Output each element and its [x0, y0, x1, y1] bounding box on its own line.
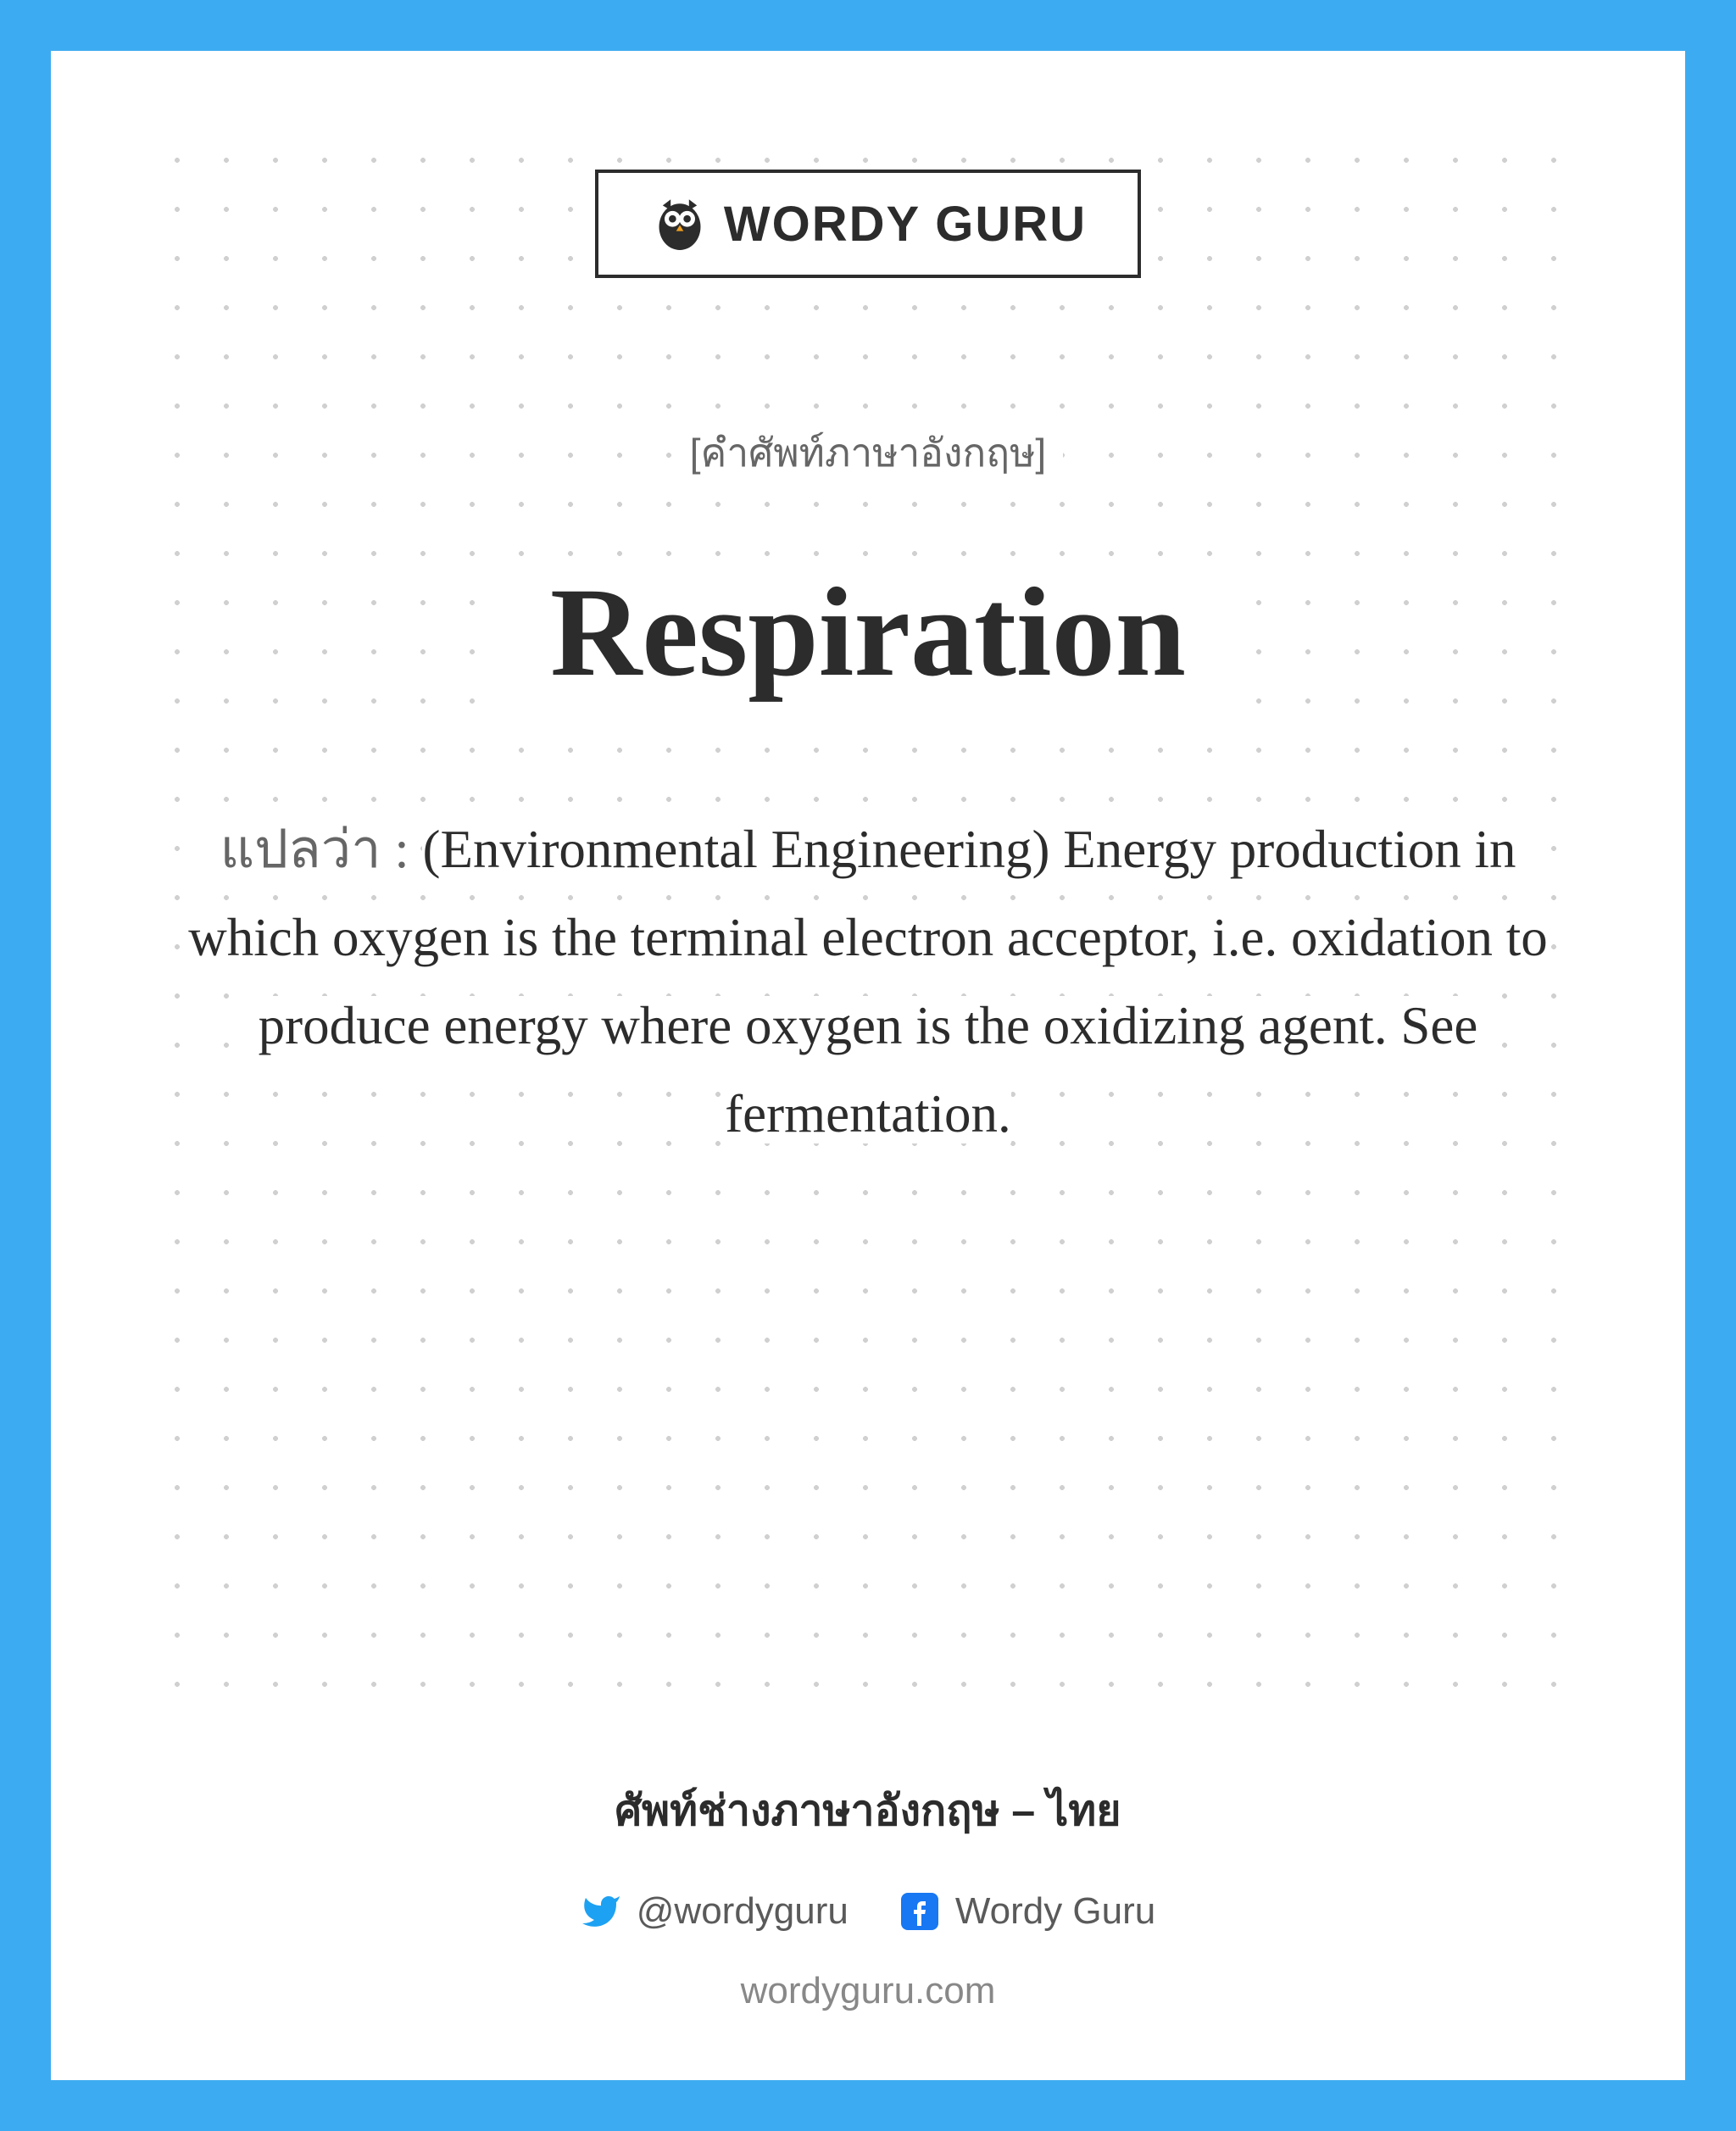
twitter-item: @wordyguru — [581, 1890, 849, 1933]
facebook-icon — [899, 1891, 940, 1932]
social-row: @wordyguru Wordy Guru — [581, 1890, 1155, 1933]
term-heading: Respiration — [516, 560, 1220, 704]
facebook-name: Wordy Guru — [955, 1890, 1155, 1933]
card: WORDY GURU [คำศัพท์ภาษาอังกฤษ] Respirati… — [51, 51, 1685, 2080]
content-area: WORDY GURU [คำศัพท์ภาษาอังกฤษ] Respirati… — [153, 136, 1583, 1778]
facebook-item: Wordy Guru — [899, 1890, 1155, 1933]
category-label: [คำศัพท์ภาษาอังกฤษ] — [673, 422, 1063, 484]
twitter-icon — [581, 1891, 621, 1932]
logo-box: WORDY GURU — [595, 170, 1141, 278]
footer-title: ศัพท์ช่างภาษาอังกฤษ – ไทย — [615, 1778, 1121, 1844]
logo-text: WORDY GURU — [724, 196, 1087, 253]
domain-text: wordyguru.com — [741, 1970, 996, 2012]
twitter-handle: @wordyguru — [637, 1890, 849, 1933]
definition-block: แปลว่า : (Environmental Engineering) Ene… — [153, 806, 1583, 1159]
definition-label: แปลว่า : — [220, 820, 409, 879]
owl-icon — [649, 193, 710, 254]
footer: ศัพท์ช่างภาษาอังกฤษ – ไทย @wordyguru Wor… — [153, 1778, 1583, 2012]
